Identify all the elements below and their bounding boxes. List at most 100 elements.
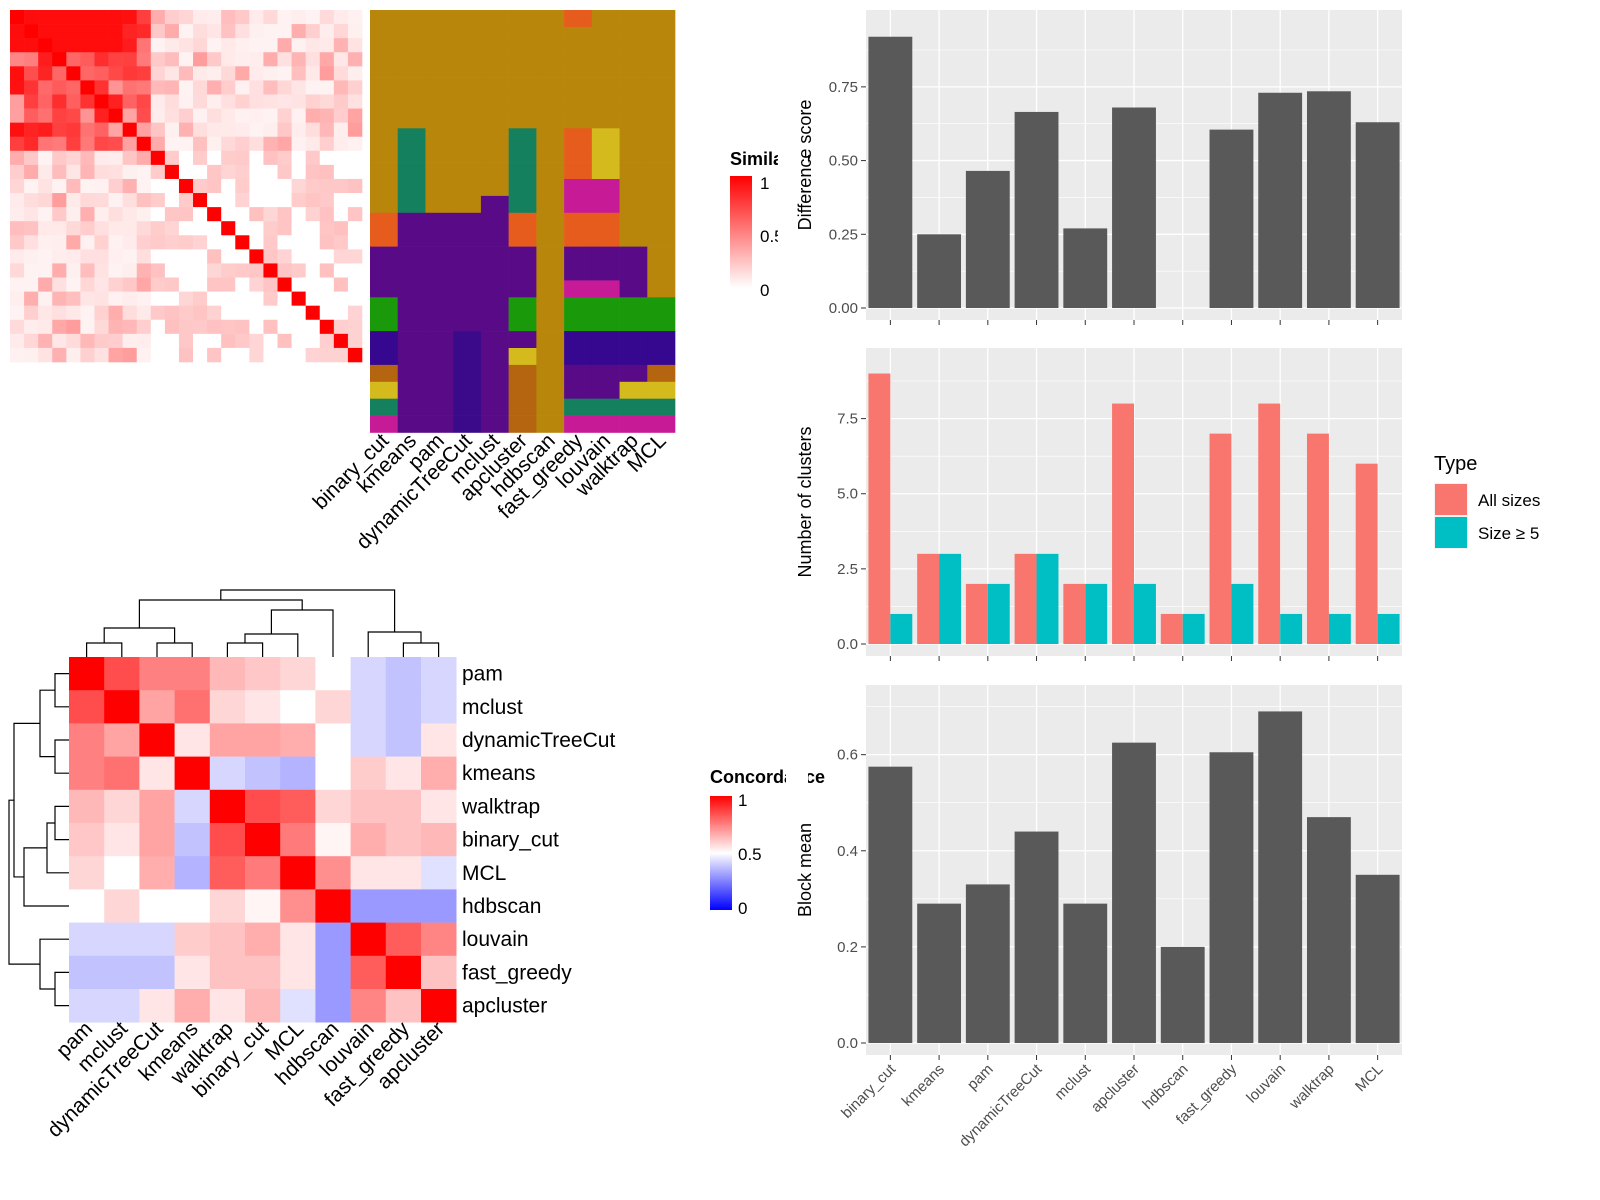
membership-cell bbox=[591, 398, 620, 416]
similarity-cell bbox=[291, 122, 306, 138]
similarity-cell bbox=[136, 108, 152, 123]
row-dendrogram bbox=[54, 673, 69, 708]
similarity-cell bbox=[94, 347, 109, 363]
similarity-cell bbox=[38, 150, 53, 166]
concordance-cell bbox=[315, 756, 351, 791]
concordance-cell bbox=[69, 789, 105, 824]
similarity-cell bbox=[178, 319, 194, 335]
similarity-cell bbox=[263, 66, 278, 81]
similarity-cell bbox=[235, 207, 250, 222]
concordance-cell bbox=[245, 989, 281, 1023]
similarity-cell bbox=[108, 94, 123, 109]
similarity-cell bbox=[207, 164, 222, 180]
x-category-label: binary_cut bbox=[838, 1060, 900, 1122]
membership-cell bbox=[591, 212, 620, 230]
similarity-cell bbox=[305, 52, 321, 67]
similarity-cell bbox=[80, 347, 95, 363]
membership-cell bbox=[591, 77, 620, 95]
membership-cell bbox=[370, 297, 399, 315]
concordance-cell bbox=[280, 955, 316, 990]
concordance-cell bbox=[350, 823, 387, 857]
similarity-cell bbox=[347, 249, 363, 264]
bar-size-ge5 bbox=[987, 583, 1010, 644]
membership-cell bbox=[536, 280, 565, 298]
similarity-cell bbox=[94, 80, 109, 95]
similarity-cell bbox=[80, 122, 95, 138]
concordance-cell bbox=[69, 690, 105, 724]
membership-cell bbox=[508, 280, 537, 298]
bar bbox=[868, 766, 913, 1043]
concordance-cell bbox=[315, 823, 351, 857]
similarity-cell bbox=[164, 333, 180, 349]
membership-cell bbox=[536, 246, 565, 264]
bar bbox=[868, 36, 913, 308]
membership-cell bbox=[508, 415, 537, 433]
column-dendrogram bbox=[138, 599, 303, 628]
concordance-cell bbox=[385, 756, 422, 791]
similarity-cell bbox=[263, 249, 278, 264]
similarity-cell bbox=[136, 38, 152, 53]
membership-cell bbox=[564, 331, 593, 349]
similarity-cell bbox=[263, 10, 278, 25]
concordance-cell bbox=[245, 922, 281, 957]
column-dendrogram bbox=[402, 642, 440, 657]
similarity-cell bbox=[333, 347, 349, 363]
concordance-cell bbox=[350, 955, 387, 990]
similarity-cell bbox=[305, 24, 321, 39]
similarity-cell bbox=[178, 207, 194, 222]
membership-cell bbox=[397, 128, 426, 146]
similarity-cell bbox=[66, 319, 81, 335]
concordance-cell bbox=[174, 789, 211, 824]
similarity-cell bbox=[333, 277, 349, 292]
similarity-cell bbox=[249, 207, 264, 222]
similarity-cell bbox=[94, 221, 109, 236]
membership-cell bbox=[564, 77, 593, 95]
similarity-cell bbox=[94, 66, 109, 81]
x-category-label: louvain bbox=[1243, 1061, 1289, 1107]
concordance-cell bbox=[209, 657, 246, 691]
similarity-cell bbox=[94, 24, 109, 39]
similarity-cell bbox=[277, 94, 292, 109]
similarity-cell bbox=[10, 66, 25, 81]
concordance-cell bbox=[139, 955, 175, 990]
similarity-cell bbox=[122, 277, 138, 292]
similarity-cell bbox=[136, 319, 152, 335]
membership-cell bbox=[397, 43, 426, 61]
similarity-cell bbox=[277, 305, 292, 321]
similarity-cell bbox=[291, 38, 306, 53]
similarity-cell bbox=[319, 235, 335, 250]
similarity-cell bbox=[207, 24, 222, 39]
similarity-cell bbox=[164, 277, 180, 292]
membership-cell bbox=[480, 26, 509, 45]
similarity-cell bbox=[136, 10, 152, 25]
similarity-cell bbox=[235, 193, 250, 208]
similarity-cell bbox=[150, 52, 166, 67]
bar-all-sizes bbox=[1306, 433, 1329, 644]
similarity-cell bbox=[52, 66, 67, 81]
membership-cell bbox=[536, 263, 565, 281]
similarity-cell bbox=[150, 235, 166, 250]
membership-cell bbox=[370, 229, 399, 247]
membership-cell bbox=[647, 297, 676, 315]
concordance-cell bbox=[245, 723, 281, 757]
similarity-cell bbox=[319, 291, 335, 306]
similarity-cell bbox=[291, 263, 306, 278]
bar bbox=[965, 884, 1010, 1043]
membership-cell bbox=[619, 263, 648, 281]
similarity-cell bbox=[150, 319, 166, 335]
similarity-cell bbox=[52, 249, 67, 264]
concordance-cell bbox=[280, 657, 316, 691]
similarity-cell bbox=[221, 136, 236, 152]
membership-cell bbox=[370, 128, 399, 146]
similarity-cell bbox=[94, 10, 109, 25]
y-axis-label: Difference score bbox=[795, 100, 815, 231]
similarity-cell bbox=[249, 94, 264, 109]
membership-cell bbox=[508, 94, 537, 112]
membership-cell bbox=[647, 195, 676, 214]
membership-cell bbox=[647, 111, 676, 129]
similarity-cell bbox=[10, 108, 25, 123]
membership-cell bbox=[647, 398, 676, 416]
concordance-cell bbox=[104, 823, 140, 857]
similarity-cell bbox=[347, 291, 363, 306]
similarity-legend-tick: 1 bbox=[760, 174, 769, 193]
